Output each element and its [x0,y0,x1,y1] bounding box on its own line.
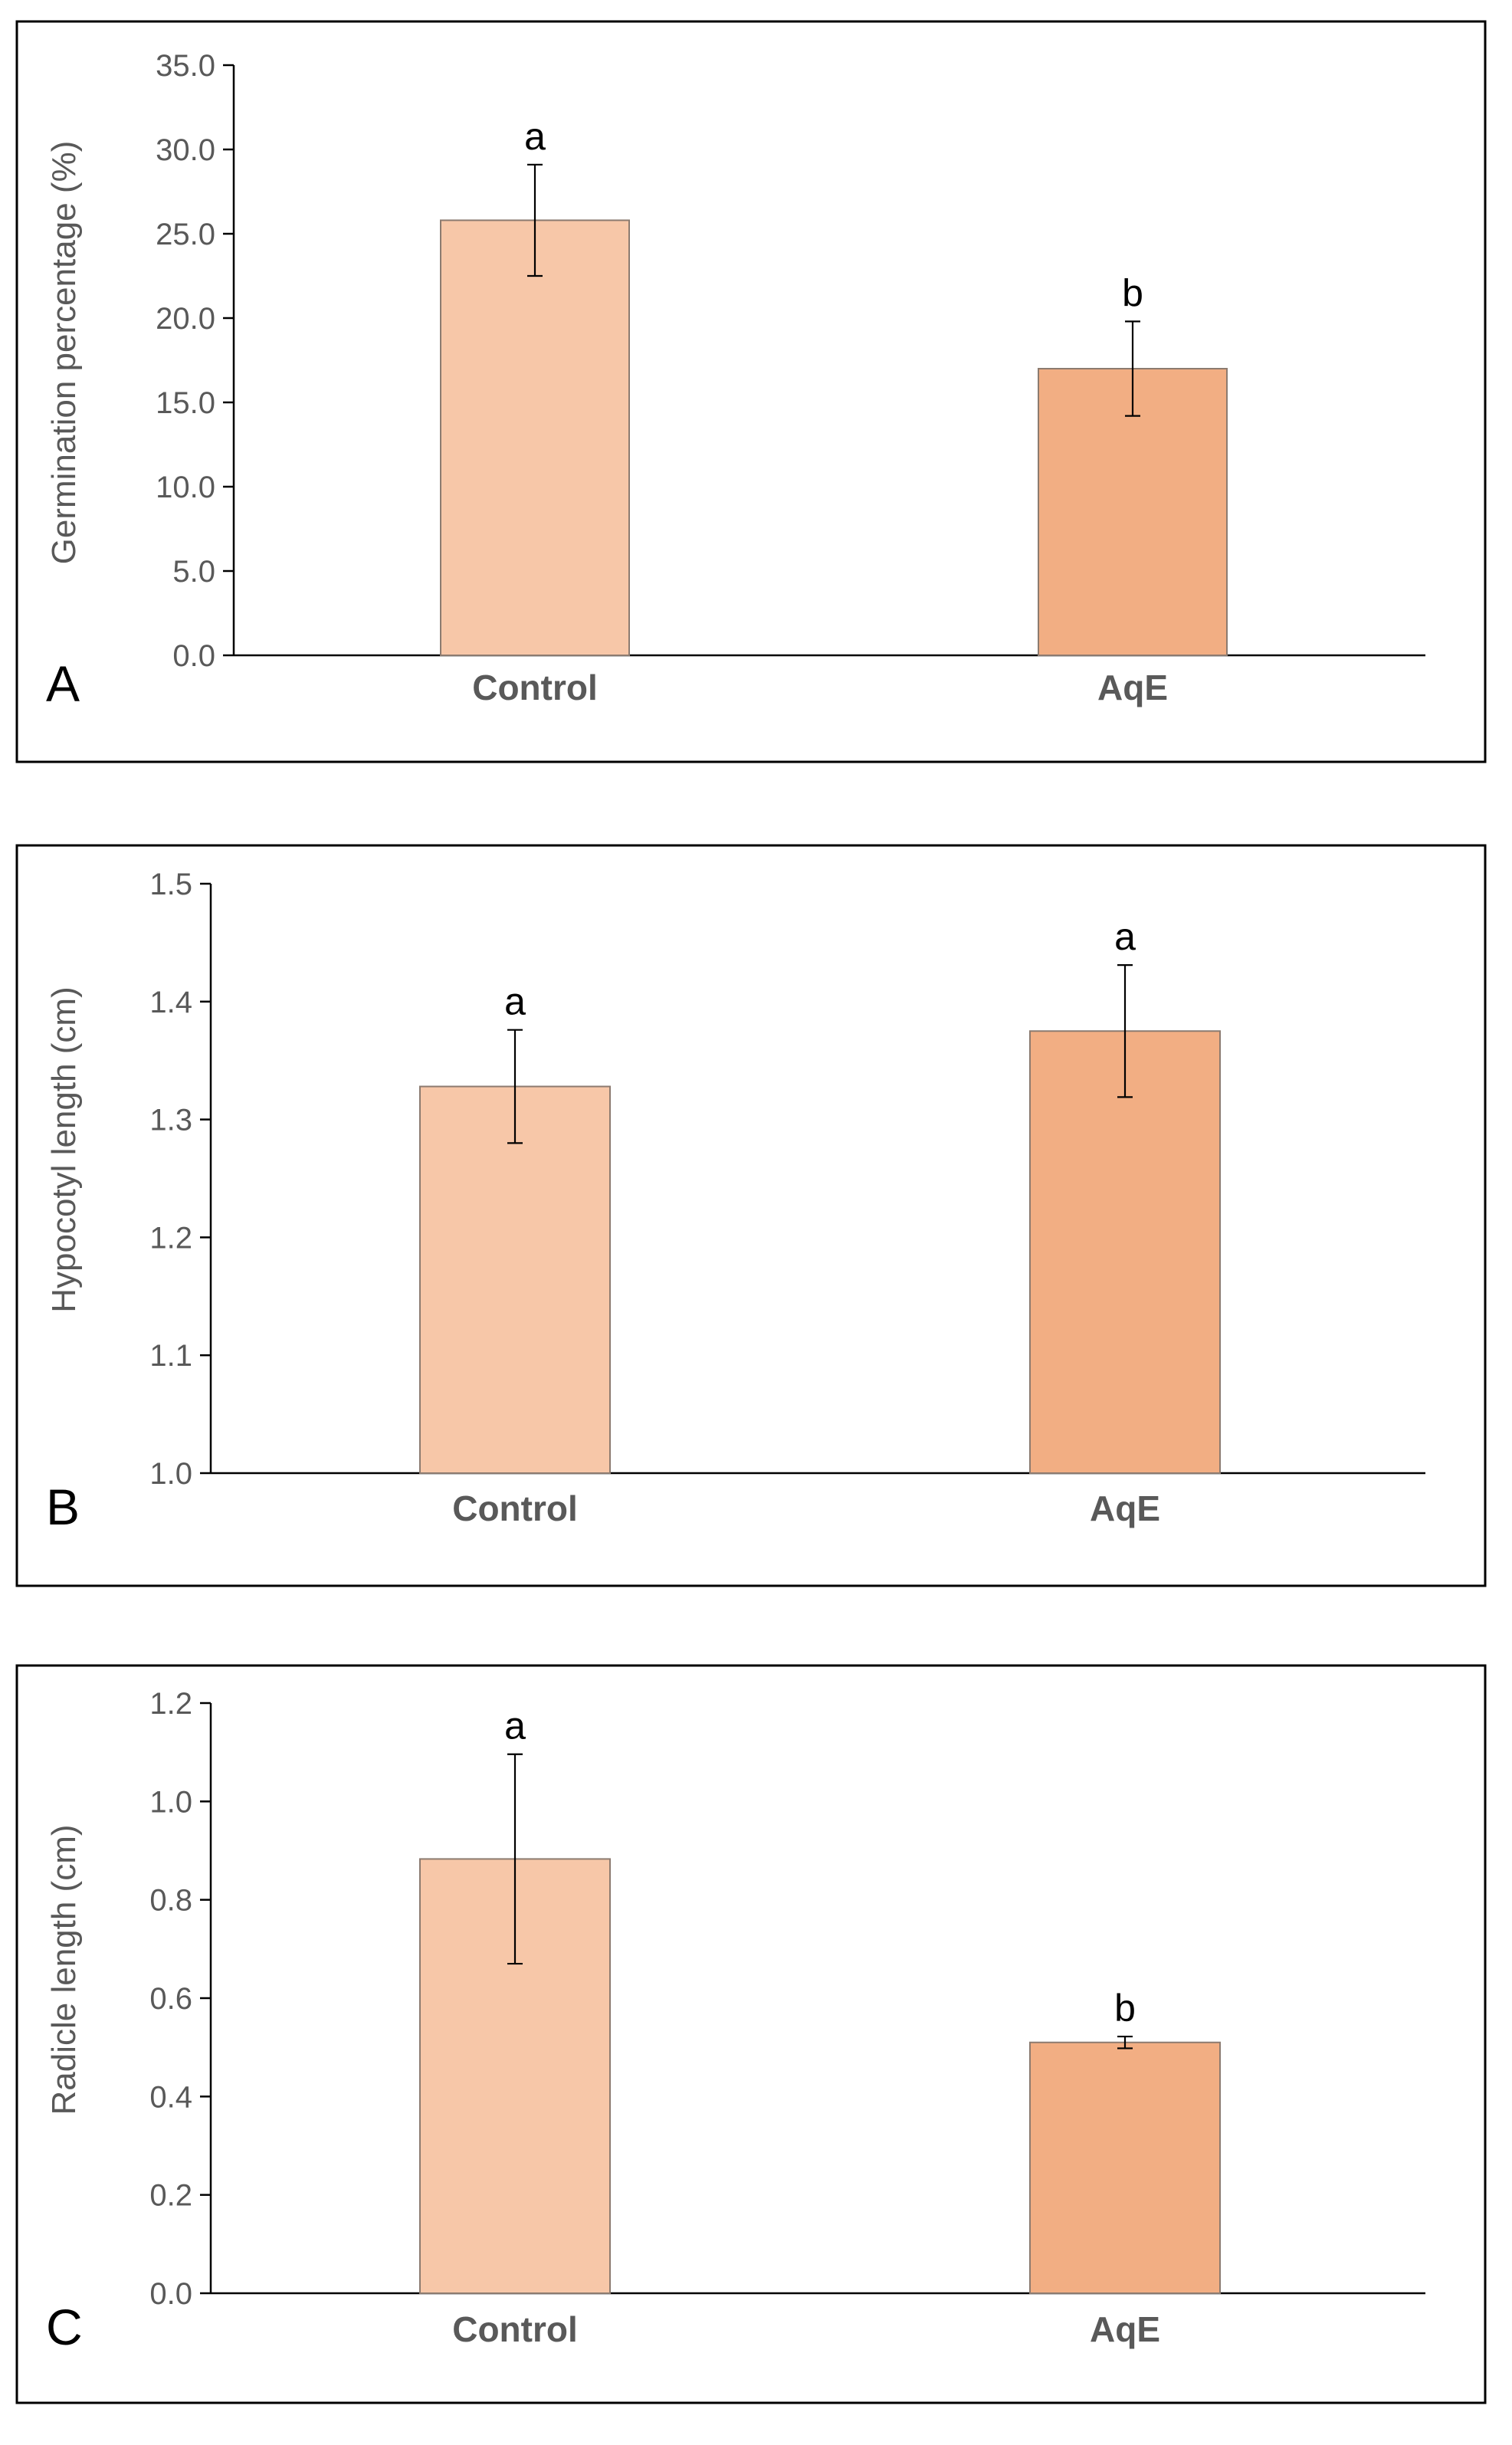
y-tick-label: 1.2 [149,1687,192,1721]
y-tick-label: 0.8 [149,1884,192,1918]
y-axis-label: Germination percentage (%) [45,141,83,565]
panel-frame [15,844,1487,1587]
y-axis-label: Hypocotyl length (cm) [45,986,83,1312]
y-tick-label: 0.4 [149,2080,192,2114]
x-category-label: AqE [1090,1488,1160,1528]
y-tick-label: 0.6 [149,1982,192,2016]
bar-aqe [1029,2041,1221,2294]
panel-frame [15,1664,1487,2404]
panel-a: 0.0 5.0 10.0 15.0 20.0 25.0 30.0 35.0 Germinatio… [15,20,1487,763]
panel-c: 0.0 0.2 0.4 0.6 0.8 1.0 1.2 Radicle length (cm)… [15,1664,1487,2404]
y-tick-label: 1.1 [149,1339,192,1373]
panel-frame [15,20,1487,763]
bar-control [419,1085,611,1474]
significance-label: a [504,1705,526,1748]
y-tick-label: 0.2 [149,2179,192,2213]
y-tick-label: 0.0 [172,639,215,673]
significance-label: b [1114,1987,1136,2030]
panel-letter: C [46,2299,83,2355]
significance-label: a [504,980,526,1023]
y-tick-label: 1.2 [149,1221,192,1255]
y-tick-label: 35.0 [156,49,215,83]
x-category-label: Control [452,2309,578,2349]
y-tick-label: 5.0 [172,555,215,589]
y-tick-label: 25.0 [156,218,215,251]
y-tick-label: 30.0 [156,133,215,167]
y-tick-label: 20.0 [156,302,215,336]
significance-label: a [1114,915,1136,958]
panel-b: 1.0 1.1 1.2 1.3 1.4 1.5 Hypocotyl length (cm) a… [15,844,1487,1587]
panel-letter: A [46,655,80,712]
y-tick-label: 1.4 [149,986,192,1019]
y-tick-label: 15.0 [156,386,215,420]
bar-control [440,219,630,656]
significance-label: b [1122,271,1143,314]
x-category-label: AqE [1097,668,1168,707]
y-tick-label: 1.5 [149,868,192,901]
y-tick-label: 1.0 [149,1785,192,1819]
y-axis-label: Radicle length (cm) [45,1824,83,2115]
x-category-label: AqE [1090,2309,1160,2349]
y-tick-label: 1.0 [149,1457,192,1491]
x-category-label: Control [452,1488,578,1528]
bar-aqe [1029,1030,1221,1474]
panel-letter: B [46,1478,80,1535]
x-category-label: Control [472,668,598,707]
significance-label: a [524,115,546,158]
y-tick-label: 0.0 [149,2277,192,2311]
y-tick-label: 1.3 [149,1104,192,1137]
y-tick-label: 10.0 [156,471,215,504]
